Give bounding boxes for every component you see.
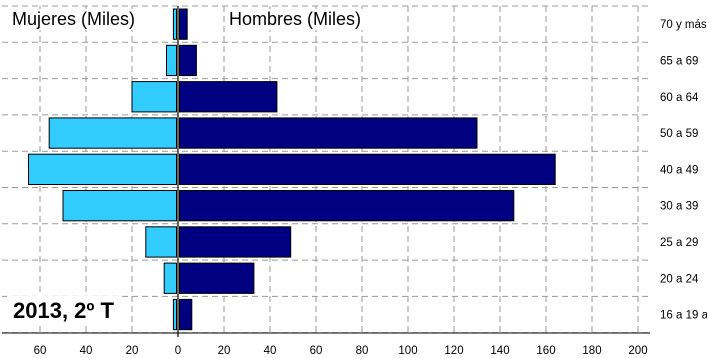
women-bar (172, 8, 177, 40)
age-group-label: 30 a 39 (660, 201, 698, 213)
age-group-label: 65 a 69 (660, 55, 698, 67)
x-tick-label: 60 (310, 345, 323, 357)
age-group-label: 60 a 64 (660, 92, 699, 104)
x-tick-label: 20 (126, 345, 139, 357)
x-tick-label: 100 (398, 345, 417, 357)
x-tick-label: 120 (444, 345, 463, 357)
bars (28, 8, 556, 331)
women-bar (166, 44, 177, 77)
age-group-label: 40 a 49 (660, 164, 698, 176)
x-tick-label: 180 (582, 345, 601, 357)
x-tick-label: 40 (264, 345, 277, 357)
men-bar (179, 8, 188, 40)
men-series-label: Hombres (Miles) (225, 9, 366, 30)
men-bar (179, 153, 556, 185)
age-group-label: 70 y más (660, 19, 707, 31)
women-series-label: Mujeres (Miles) (8, 9, 140, 30)
x-tick-label: 40 (80, 345, 93, 357)
age-group-labels: 16 a 19 años 20 a 24 25 a 29 30 a 39 40 a 49… (660, 19, 707, 321)
grid-lines (2, 5, 650, 337)
period-annotation: 2013, 2º T (7, 296, 120, 326)
x-tick-label: 0 (175, 345, 181, 357)
men-bar (179, 262, 255, 294)
men-bar (179, 44, 197, 77)
women-bar (131, 81, 177, 113)
x-tick-label: 60 (34, 345, 47, 357)
age-group-label: 50 a 59 (660, 128, 698, 140)
age-group-label: 20 a 24 (660, 273, 699, 285)
x-tick-label: 80 (356, 345, 369, 357)
women-bar (163, 262, 177, 294)
women-bar (62, 190, 177, 222)
women-bar (172, 298, 177, 331)
men-bar (179, 117, 478, 149)
age-group-label: 16 a 19 años (660, 310, 707, 322)
men-bar (179, 190, 515, 222)
men-bar (179, 226, 292, 258)
men-bar (179, 298, 193, 331)
x-axis-ticks: 60 40 20 0 20 40 60 80 100 120 140 160 180 200 (34, 345, 648, 357)
x-tick-label: 200 (628, 345, 647, 357)
x-tick-label: 140 (490, 345, 509, 357)
women-bar (28, 153, 177, 185)
x-tick-label: 160 (536, 345, 555, 357)
men-bar (179, 81, 278, 113)
age-group-label: 25 a 29 (660, 237, 698, 249)
women-bar (48, 117, 178, 149)
women-bar (145, 226, 178, 258)
x-tick-label: 20 (218, 345, 231, 357)
